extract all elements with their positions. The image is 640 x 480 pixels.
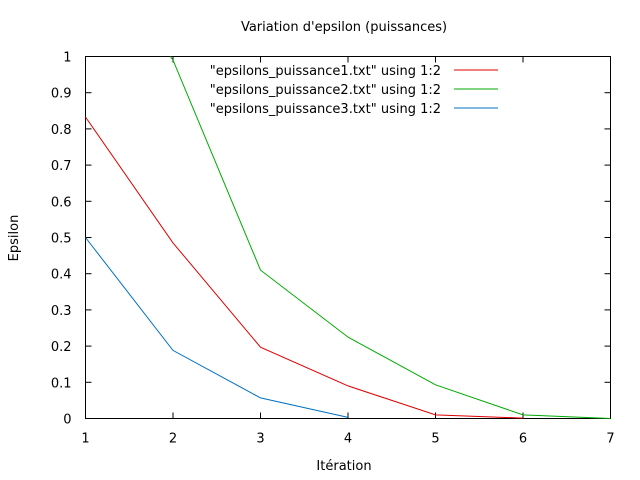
x-tick-label: 2	[169, 432, 177, 447]
y-tick-label: 0	[63, 413, 71, 428]
x-tick-label: 6	[519, 432, 527, 447]
y-tick-label: 0.9	[51, 87, 72, 102]
x-tick-label: 4	[344, 432, 352, 447]
y-tick-label: 0.1	[51, 376, 72, 391]
y-tick-label: 0.5	[51, 232, 72, 247]
legend: "epsilons_puissance1.txt" using 1:2 "epsi…	[210, 64, 498, 117]
legend-label-3: "epsilons_puissance3.txt" using 1:2	[210, 102, 441, 117]
x-axis-label: Itération	[316, 459, 371, 474]
chart-title: Variation d'epsilon (puissances)	[241, 20, 447, 35]
series-line-3	[85, 237, 349, 418]
y-tick-label: 0.8	[51, 123, 72, 138]
y-tick-label: 0.2	[51, 340, 72, 355]
y-tick-label: 0.7	[51, 159, 72, 174]
y-tick-label: 1	[63, 51, 71, 66]
y-tick-label: 0.6	[51, 195, 72, 210]
x-tick-label: 3	[256, 432, 264, 447]
legend-label-1: "epsilons_puissance1.txt" using 1:2	[210, 64, 441, 79]
y-tick-label: 0.3	[51, 304, 72, 319]
x-tick-label: 1	[81, 432, 89, 447]
x-tick-label: 5	[431, 432, 439, 447]
series-line-1	[85, 116, 524, 419]
legend-label-2: "epsilons_puissance2.txt" using 1:2	[210, 83, 441, 98]
y-tick-label: 0.4	[51, 268, 72, 283]
axis-ticks: 0 0.1 0.2 0.3 0.4 0.5 0.6 0.7 0.8 0.9 1 1 2 3 4 5 6 7	[51, 51, 615, 447]
series-line-2	[169, 56, 611, 419]
y-axis-label: Epsilon	[7, 215, 22, 262]
series-group	[85, 56, 611, 419]
x-tick-label: 7	[606, 432, 614, 447]
